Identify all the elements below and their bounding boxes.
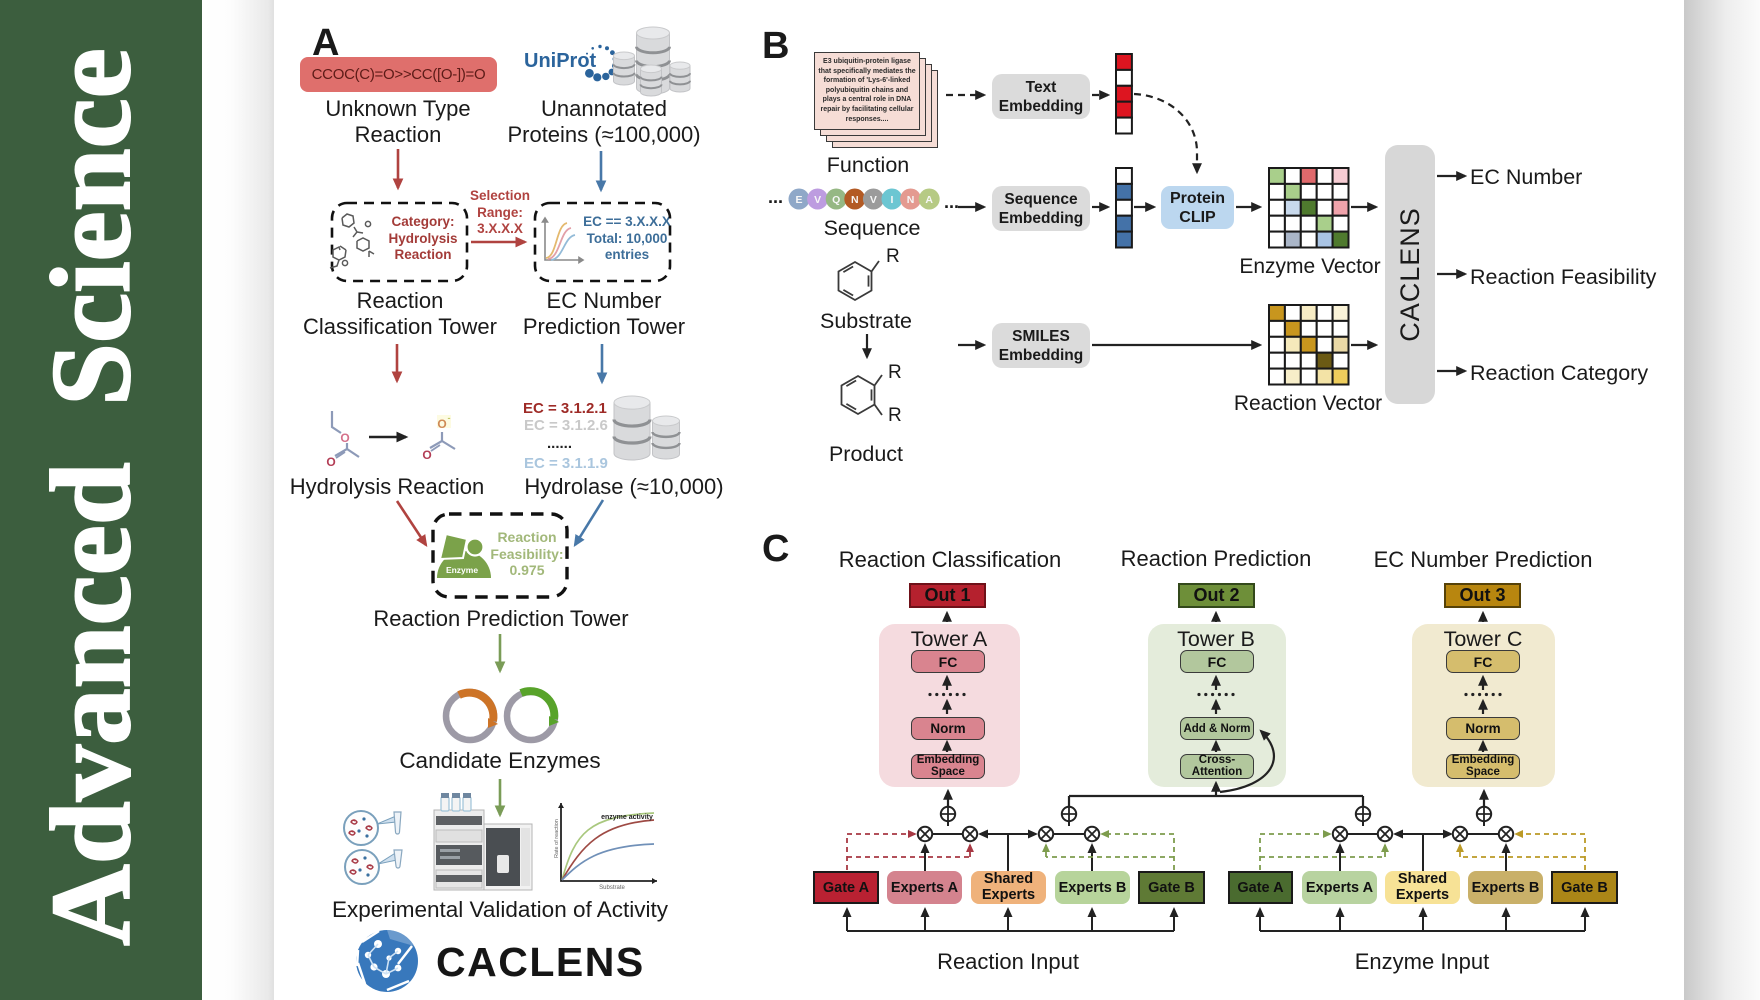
svg-text:N: N: [907, 194, 915, 206]
svg-text:O: O: [422, 448, 431, 462]
svg-text:R: R: [888, 362, 902, 383]
svg-text:O: O: [340, 431, 349, 445]
svg-text:O: O: [326, 455, 335, 469]
svg-text:O: O: [437, 417, 446, 431]
svg-text:V: V: [814, 194, 821, 206]
svg-text:enzyme activity: enzyme activity: [601, 814, 653, 821]
svg-text:E: E: [795, 194, 802, 206]
svg-text:R: R: [888, 405, 902, 426]
svg-text:I: I: [891, 194, 894, 206]
svg-text:N: N: [851, 194, 859, 206]
svg-text:-: -: [448, 413, 451, 423]
svg-text:Rate of reaction: Rate of reaction: [554, 819, 560, 858]
svg-text:Enzyme: Enzyme: [446, 565, 478, 575]
svg-text:A: A: [925, 194, 933, 206]
svg-text:Q: Q: [832, 194, 840, 206]
svg-text:R: R: [886, 246, 900, 267]
svg-text:V: V: [870, 194, 877, 206]
svg-text:Substrate: Substrate: [599, 885, 625, 891]
